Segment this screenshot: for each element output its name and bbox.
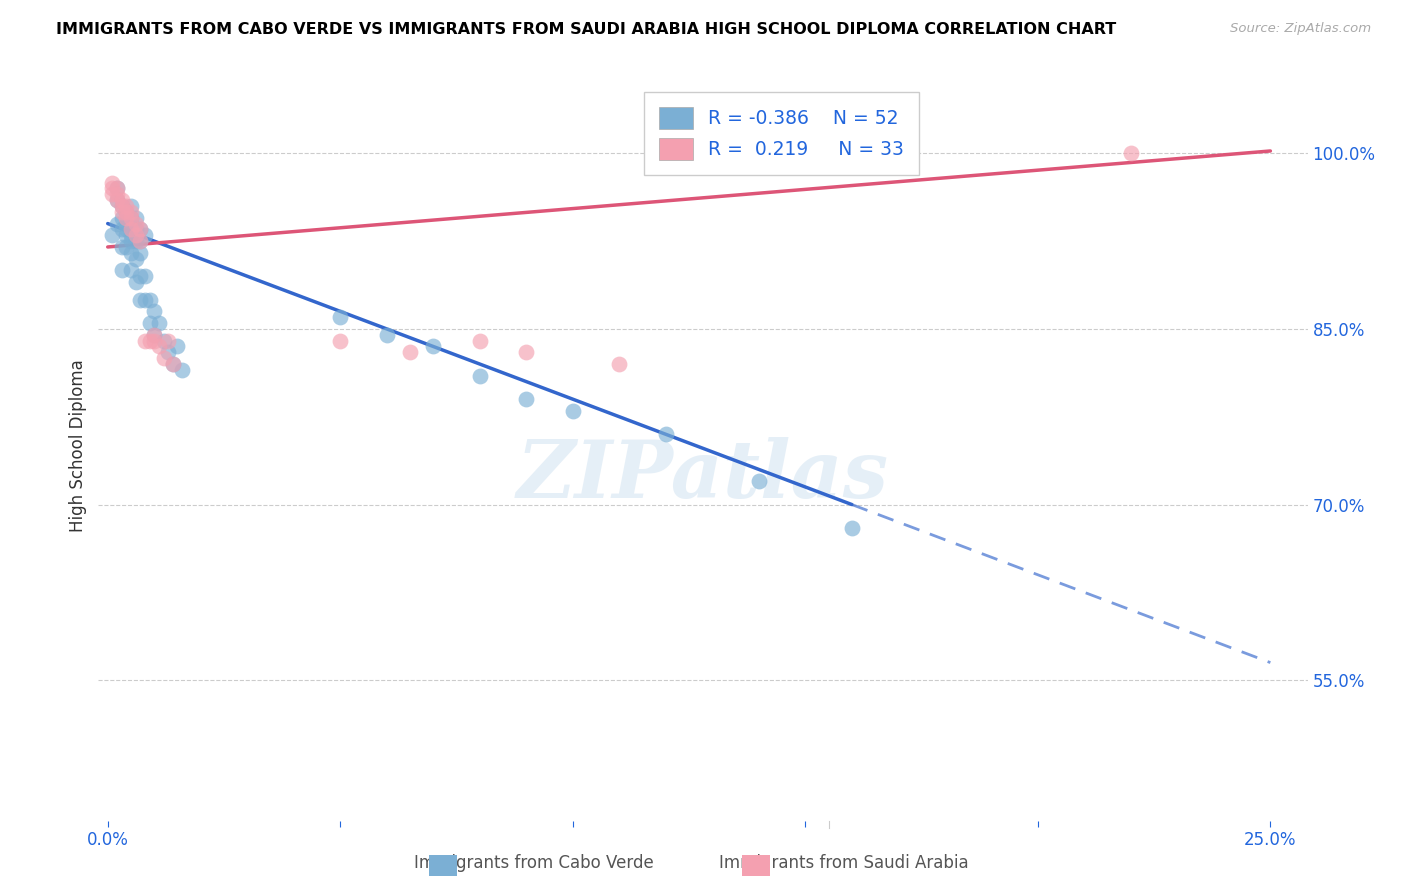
- Point: [115, 222, 138, 236]
- Point: [172, 363, 194, 377]
- Point: [157, 345, 180, 359]
- Y-axis label: High School Diploma: High School Diploma: [69, 359, 87, 533]
- Point: [134, 228, 156, 243]
- Point: [111, 199, 134, 213]
- Text: Source: ZipAtlas.com: Source: ZipAtlas.com: [1230, 22, 1371, 36]
- Point: [134, 334, 156, 348]
- Point: [105, 181, 128, 195]
- Point: [399, 345, 422, 359]
- Point: [124, 222, 146, 236]
- Point: [101, 176, 124, 190]
- Point: [115, 205, 138, 219]
- Point: [148, 316, 170, 330]
- Point: [105, 217, 128, 231]
- Point: [748, 474, 770, 488]
- Point: [120, 199, 142, 213]
- Point: [129, 222, 152, 236]
- Point: [138, 316, 160, 330]
- Point: [124, 211, 146, 225]
- Point: [841, 521, 863, 535]
- Point: [124, 275, 146, 289]
- Point: [115, 240, 138, 254]
- Point: [105, 181, 128, 195]
- Point: [120, 234, 142, 248]
- Point: [138, 334, 160, 348]
- Point: [120, 205, 142, 219]
- Point: [129, 234, 152, 248]
- Point: [162, 357, 184, 371]
- Legend: R = -0.386    N = 52, R =  0.219     N = 33: R = -0.386 N = 52, R = 0.219 N = 33: [644, 92, 920, 175]
- Point: [143, 327, 166, 342]
- Point: [111, 199, 134, 213]
- Point: [124, 228, 146, 243]
- Point: [101, 181, 124, 195]
- Point: [143, 304, 166, 318]
- Point: [124, 252, 146, 266]
- Point: [120, 211, 142, 225]
- Point: [1119, 146, 1142, 161]
- Point: [129, 269, 152, 284]
- Point: [143, 334, 166, 348]
- Point: [111, 240, 134, 254]
- Point: [105, 187, 128, 202]
- Point: [166, 339, 188, 353]
- Point: [115, 199, 138, 213]
- Point: [134, 293, 156, 307]
- Point: [134, 269, 156, 284]
- Point: [515, 345, 537, 359]
- Point: [138, 293, 160, 307]
- Point: [115, 217, 138, 231]
- Point: [143, 327, 166, 342]
- Point: [152, 351, 174, 366]
- Point: [129, 245, 152, 260]
- Text: IMMIGRANTS FROM CABO VERDE VS IMMIGRANTS FROM SAUDI ARABIA HIGH SCHOOL DIPLOMA C: IMMIGRANTS FROM CABO VERDE VS IMMIGRANTS…: [56, 22, 1116, 37]
- Point: [468, 368, 491, 383]
- Point: [468, 334, 491, 348]
- Point: [115, 228, 138, 243]
- Point: [162, 357, 184, 371]
- Point: [655, 427, 678, 442]
- Text: ZIPatlas: ZIPatlas: [517, 437, 889, 515]
- Point: [120, 263, 142, 277]
- Point: [115, 211, 138, 225]
- Text: Immigrants from Cabo Verde: Immigrants from Cabo Verde: [415, 855, 654, 872]
- Point: [124, 217, 146, 231]
- Point: [120, 228, 142, 243]
- Point: [105, 193, 128, 207]
- Point: [607, 357, 630, 371]
- Point: [329, 310, 352, 325]
- Point: [422, 339, 444, 353]
- Point: [111, 211, 134, 225]
- Point: [157, 334, 180, 348]
- Point: [111, 263, 134, 277]
- Point: [561, 404, 583, 418]
- Point: [111, 205, 134, 219]
- Point: [129, 222, 152, 236]
- Point: [148, 339, 170, 353]
- Point: [120, 211, 142, 225]
- Point: [105, 193, 128, 207]
- Point: [101, 187, 124, 202]
- Point: [375, 327, 398, 342]
- Point: [111, 222, 134, 236]
- Text: Immigrants from Saudi Arabia: Immigrants from Saudi Arabia: [718, 855, 969, 872]
- Point: [515, 392, 537, 407]
- Point: [129, 293, 152, 307]
- Point: [124, 234, 146, 248]
- Point: [101, 228, 124, 243]
- Point: [115, 205, 138, 219]
- Point: [152, 334, 174, 348]
- Point: [129, 234, 152, 248]
- Point: [111, 193, 134, 207]
- Point: [120, 222, 142, 236]
- Point: [329, 334, 352, 348]
- Point: [120, 245, 142, 260]
